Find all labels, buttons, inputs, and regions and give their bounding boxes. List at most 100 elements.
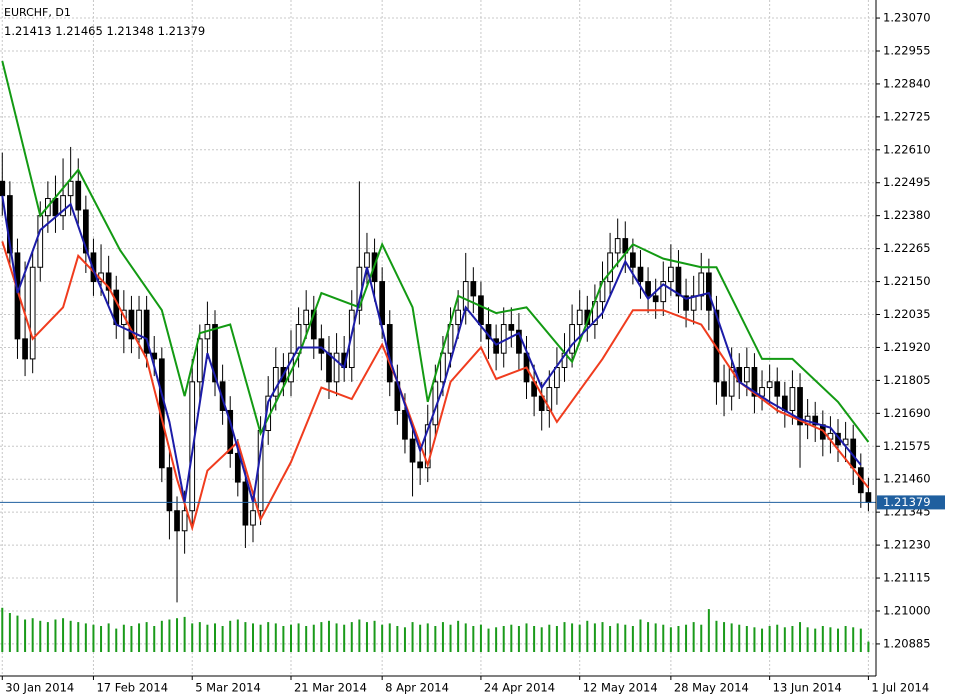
price-label-box [877, 495, 945, 510]
candle-body [181, 510, 188, 532]
candle-body [652, 295, 659, 303]
moving-average [1, 241, 870, 532]
candle-body [812, 415, 819, 426]
candle-body [743, 367, 750, 383]
y-tick-label: 1.21115 [883, 571, 931, 585]
candle-body [136, 309, 142, 340]
candle-body [766, 381, 773, 389]
candle-body [698, 272, 705, 297]
moving-average [1, 60, 870, 443]
candle-body [614, 238, 621, 254]
moving-average [1, 195, 862, 503]
x-tick-label: 12 May 2014 [583, 681, 658, 695]
price-label: 1.21379 [883, 495, 931, 509]
candle-body [166, 467, 173, 512]
x-tick-label: 1 Jul 2014 [871, 681, 929, 695]
x-tick-label: 30 Jan 2014 [5, 681, 74, 695]
candle-body [242, 481, 249, 526]
y-tick-label: 1.21920 [883, 340, 931, 354]
candle-body [29, 266, 36, 360]
candle-body [417, 461, 424, 469]
candle-body [865, 492, 872, 503]
y-tick-label: 1.22610 [883, 142, 931, 156]
y-tick-label: 1.21230 [883, 538, 931, 552]
x-tick-label: 13 Jun 2014 [773, 681, 842, 695]
y-tick-label: 1.22035 [883, 307, 931, 321]
candle-body [52, 198, 59, 217]
candle-body [174, 510, 180, 532]
candle-body [143, 309, 150, 354]
y-tick-label: 1.21690 [883, 406, 931, 420]
y-tick-label: 1.22955 [883, 43, 931, 57]
candle-body [508, 324, 515, 331]
y-tick-label: 1.20885 [883, 636, 931, 650]
candle-body [728, 367, 735, 397]
candle-body [789, 387, 796, 411]
y-tick-label: 1.22495 [883, 175, 931, 189]
y-tick-label: 1.22840 [883, 76, 931, 90]
candle-body [318, 338, 325, 354]
candle-body [516, 329, 522, 354]
y-tick-label: 1.21575 [883, 439, 931, 453]
candle-body [554, 367, 560, 389]
candle-body [637, 266, 644, 283]
candle-body [440, 352, 446, 383]
candle-body [67, 180, 74, 197]
candle-body [455, 309, 461, 326]
candle-body [470, 281, 477, 297]
y-tick-label: 1.22380 [883, 208, 931, 222]
candle-body [751, 367, 758, 397]
candle-body [705, 272, 712, 311]
candle-body [409, 438, 416, 463]
axes: 1.23070 1.22955 1.22840 1.22725 1.22610 1.224… [1, 11, 945, 695]
candle-body [105, 272, 112, 291]
close: 1.21379 [158, 24, 206, 38]
y-tick-label: 1.22265 [883, 241, 931, 255]
low: 1.21348 [106, 24, 154, 38]
candle-body [569, 324, 575, 354]
x-tick-label: 5 Mar 2014 [195, 681, 261, 695]
x-tick-label: 17 Feb 2014 [96, 681, 168, 695]
candle-body [660, 281, 667, 303]
candle-body [607, 252, 613, 283]
y-tick-label: 1.21000 [883, 603, 931, 617]
candle-body [645, 281, 651, 297]
candle-body [675, 266, 682, 297]
ohlc-readout: 1.21413 1.21465 1.21348 1.21379 [4, 24, 205, 38]
x-tick-label: 8 Apr 2014 [385, 681, 449, 695]
candle-body [37, 215, 44, 268]
candle-body [348, 309, 355, 369]
open: 1.21413 [4, 24, 52, 38]
candle-body [797, 387, 803, 426]
candle-body [212, 324, 218, 383]
candle-body [310, 309, 317, 340]
moving-averages [1, 60, 870, 532]
candle-body [75, 180, 82, 211]
candle-body [60, 195, 66, 217]
y-tick-label: 1.21805 [883, 373, 931, 387]
candle-body [630, 252, 636, 268]
candle-body [272, 367, 279, 397]
candle-body [493, 338, 499, 354]
high: 1.21465 [55, 24, 103, 38]
chart-title: EURCHF, D1 [4, 6, 71, 19]
candle-body [303, 309, 310, 326]
candle-body [683, 295, 689, 311]
candle-body [326, 352, 332, 383]
candle-body [668, 266, 674, 283]
candle-body [82, 209, 89, 254]
candle-body [774, 381, 781, 397]
x-tick-label: 21 Mar 2014 [294, 681, 367, 695]
candle-body [781, 395, 788, 411]
candle-body [478, 295, 484, 326]
candle-body [333, 352, 340, 383]
candle-body [546, 387, 553, 411]
y-tick-label: 1.22725 [883, 109, 931, 123]
candle-body [576, 309, 583, 326]
volume-layer [1, 607, 870, 652]
candle-body [234, 452, 241, 483]
y-tick-label: 1.23070 [883, 11, 931, 25]
y-tick-label: 1.21460 [883, 472, 931, 486]
